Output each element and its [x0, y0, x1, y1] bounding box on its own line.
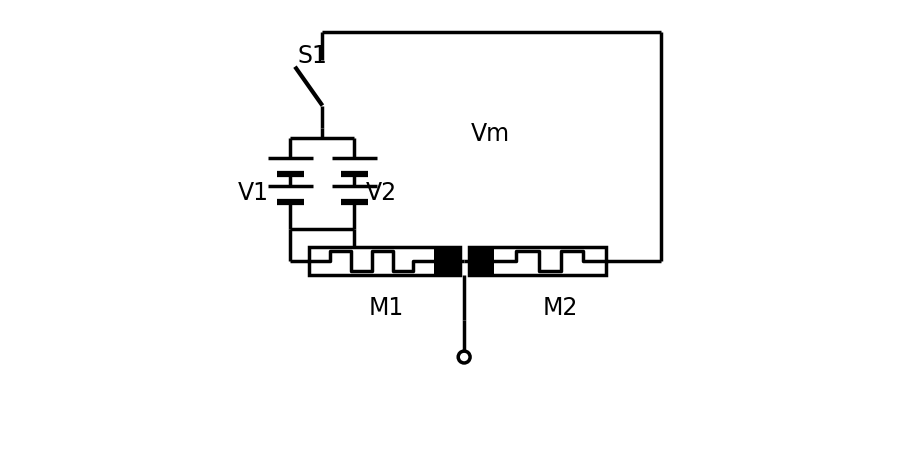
Text: Vm: Vm	[471, 122, 511, 146]
Bar	[469, 248, 494, 275]
Text: M1: M1	[369, 296, 404, 319]
Bar	[434, 248, 460, 275]
Bar	[308, 248, 460, 275]
Bar	[469, 248, 606, 275]
Text: S1: S1	[298, 44, 327, 67]
Text: V2: V2	[366, 181, 397, 205]
Text: V1: V1	[238, 181, 268, 205]
Text: M2: M2	[542, 296, 578, 319]
